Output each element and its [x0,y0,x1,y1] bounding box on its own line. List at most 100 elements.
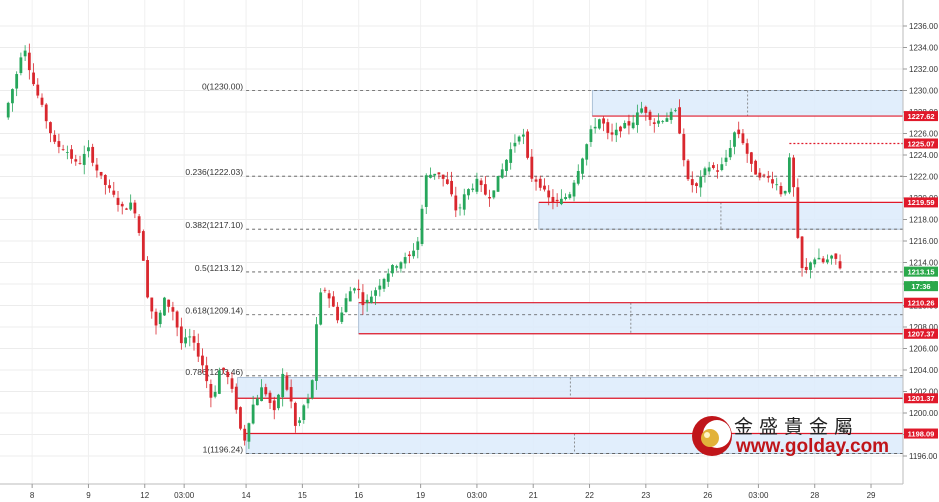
candle-body [336,306,339,321]
x-tick-label: 21 [529,491,538,500]
x-axis-ticks: 8 9 12 03:00 14 15 16 19 03:00 21 22 23 26 03:00 28 29 [30,484,876,500]
candle-body [365,299,369,303]
candle-body [226,371,230,378]
x-tick-label: 29 [867,491,876,500]
y-tick-label: 1222.00 [909,173,938,182]
candle-body [581,158,584,174]
fib-level-label: 0.786(1203.46) [185,367,243,377]
candle-body [87,147,90,152]
candle-body [310,380,314,399]
logo-url: www.golday.com [736,436,890,457]
candle-body [260,387,263,402]
candle-body [65,152,69,154]
candle-body [78,163,82,164]
candle-body [243,428,247,441]
candle-body [103,175,107,185]
candle-body [125,208,128,210]
candle-body [754,160,758,175]
candle-body [19,57,23,74]
candle-body [804,266,808,271]
candle-body [230,378,234,389]
candle-body [479,180,483,186]
y-tick-label: 1218.00 [909,216,938,225]
candle-body [82,153,86,165]
y-tick-label: 1216.00 [909,237,938,246]
price-tag-box [904,393,938,404]
y-tick-label: 1230.00 [909,87,938,96]
candle-body [399,262,403,269]
candle-body [640,108,643,113]
candle-body [749,152,753,164]
candle-body [521,134,525,137]
candle-body [374,290,377,296]
logo-chinese-name: 金盛貴金屬 [734,416,860,438]
x-tick-label: 23 [641,491,650,500]
candle-body [416,241,420,250]
candle-body [23,50,27,57]
candle-body [483,184,487,195]
candle-body [741,133,745,144]
candle-body [306,398,310,404]
candle-body [344,298,348,312]
candle-body [657,120,660,124]
y-tick-label: 1226.00 [909,130,938,139]
candle-body [239,407,242,429]
candle-body [597,119,601,129]
candle-body [32,72,35,85]
x-tick-label: 8 [30,491,35,500]
candle-body [707,167,711,172]
candle-body [538,178,542,188]
candle-body [758,172,762,178]
candle-body [792,157,796,188]
candle-body [762,174,766,176]
candle-body [315,324,318,381]
y-tick-label: 1234.00 [909,44,938,53]
candle-body [196,343,200,357]
candle-body [627,121,631,126]
candle-body [711,165,715,168]
candle-body [163,297,166,316]
candle-body [201,355,204,366]
candle-body [272,400,276,411]
candle-body [492,190,496,198]
y-tick-label: 1224.00 [909,151,938,160]
candle-body [602,118,605,124]
candle-body [70,149,73,159]
candle-body [661,121,665,122]
candle-body [403,257,407,264]
candle-body [572,182,576,197]
candle-body [830,255,834,259]
candles [6,43,842,449]
x-tick-label: 9 [86,491,91,500]
candle-body [669,111,673,120]
candle-body [112,190,116,195]
candle-body [720,164,724,171]
x-tick-label: 26 [703,491,712,500]
y-tick-label: 1206.00 [909,345,938,354]
candle-body [838,261,842,269]
candle-body [783,190,787,194]
x-tick-label: 15 [298,491,307,500]
candle-body [222,367,225,370]
candle-body [450,180,453,195]
candle-body [361,292,365,306]
candle-body [264,387,268,395]
candle-body [606,122,610,133]
candle-body [116,197,120,205]
price-tag-box [904,138,938,149]
x-tick-label: 14 [242,491,251,500]
candle-body [699,176,703,188]
candle-body [775,184,779,186]
golday-logo: 金盛貴金屬 www.golday.com [690,410,890,460]
candle-body [619,126,622,132]
candle-body [277,394,280,409]
candle-body [534,179,538,182]
candle-body [167,299,171,307]
candle-body [454,195,458,211]
y-tick-label: 1232.00 [909,65,938,74]
candle-body [391,265,394,274]
candle-body [99,171,103,176]
candle-body [505,159,508,171]
candle-body [771,179,774,184]
x-tick-label: 12 [140,491,149,500]
